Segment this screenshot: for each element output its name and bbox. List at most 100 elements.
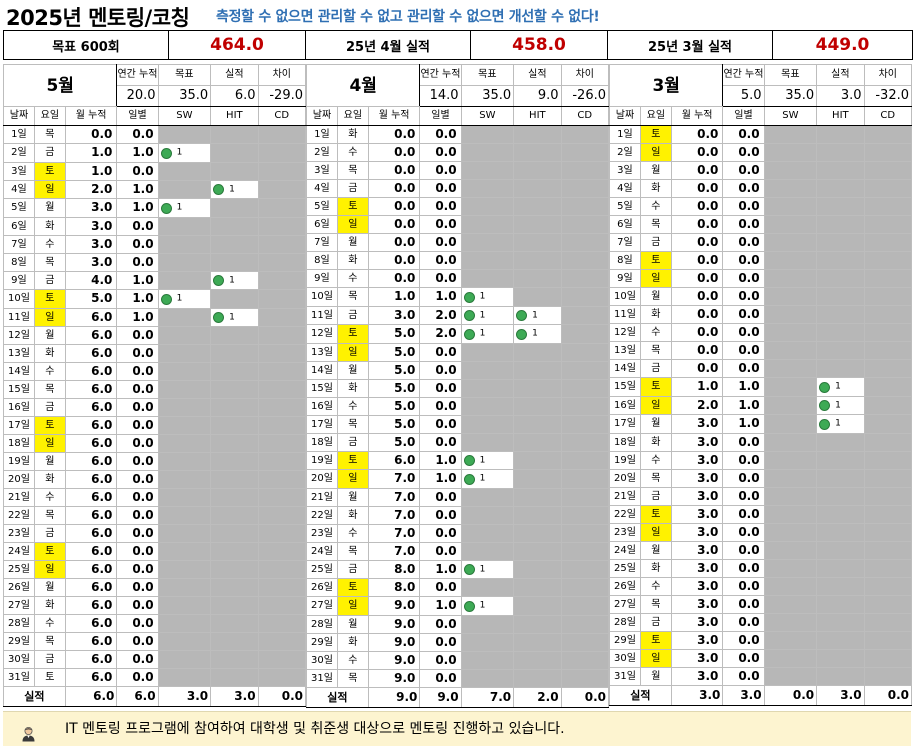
activity-cell-hit [210, 614, 259, 633]
column-header-dow: 요일 [639, 106, 672, 126]
activity-count: 1 [229, 275, 235, 285]
table-row: 11일 화 0.0 0.0 [609, 305, 913, 324]
stat-value-actual: 6.0 [210, 85, 259, 107]
day-date: 4일 [306, 179, 338, 198]
daily-count: 0.0 [419, 505, 462, 525]
monthly-cumulative: 0.0 [670, 305, 724, 324]
daily-count: 1.0 [116, 179, 159, 199]
daily-count: 0.0 [116, 668, 159, 687]
activity-cell-sw [157, 380, 212, 399]
daily-count: 1.0 [419, 469, 462, 489]
activity-cell-sw [460, 269, 515, 288]
activity-cell-sw [460, 614, 515, 634]
table-row: 9일 일 0.0 0.0 [609, 269, 913, 288]
activity-cell-sw [763, 305, 818, 324]
table-row: 19일 월 6.0 0.0 [3, 452, 307, 471]
monthly-cumulative: 0.0 [670, 251, 724, 270]
activity-cell-cd [863, 414, 913, 434]
activity-cell-cd [257, 650, 307, 669]
day-date: 26일 [306, 578, 338, 597]
day-date: 3일 [306, 161, 338, 180]
activity-dot-icon [160, 147, 172, 159]
activity-count: 1 [176, 202, 183, 213]
monthly-cumulative: 6.0 [64, 632, 118, 651]
activity-dot-icon [213, 275, 225, 286]
activity-cell-hit [513, 125, 562, 144]
monthly-cumulative: 9.0 [367, 596, 421, 616]
day-of-week: 금 [639, 612, 672, 632]
day-of-week: 토 [336, 197, 369, 216]
day-date: 8일 [609, 251, 641, 270]
monthly-cumulative: 0.0 [670, 341, 724, 360]
daily-count: 2.0 [419, 324, 462, 344]
activity-cell-hit [816, 450, 865, 470]
table-row: 12일 수 0.0 0.0 [609, 323, 913, 342]
day-of-week: 일 [33, 307, 66, 327]
month-table: 3월 연간 누적 목표 실적 차이 5.0 35.0 3.0 -32.0 날짜 요일 월 누적 일별 SW… [608, 64, 913, 706]
day-date: 7일 [609, 233, 641, 252]
daily-count: 0.0 [722, 486, 765, 506]
column-header-dow: 요일 [336, 106, 369, 126]
monthly-cumulative: 0.0 [367, 269, 421, 288]
activity-cell-sw [157, 524, 212, 543]
activity-cell-sw [460, 541, 515, 561]
activity-cell-cd [863, 359, 913, 378]
activity-cell-hit [513, 378, 562, 398]
day-of-week: 일 [639, 269, 672, 288]
monthly-cumulative: 5.0 [367, 342, 421, 362]
daily-count: 0.0 [116, 380, 159, 399]
activity-cell-hit [513, 505, 562, 525]
day-of-week: 화 [639, 179, 672, 198]
activity-dot-icon [463, 600, 475, 612]
month-name: 4월 [305, 64, 421, 107]
day-date: 29일 [609, 630, 641, 650]
activity-cell-sw [460, 161, 515, 180]
activity-dot-icon [463, 310, 475, 321]
total-label: 실적 [306, 686, 369, 708]
day-date: 15일 [306, 378, 338, 398]
activity-cell-cd [257, 506, 307, 525]
total-hit: 3.0 [210, 686, 259, 707]
table-row: 10일 목 1.0 1.0 1 [306, 287, 610, 307]
summary-value-goal: 464.0 [168, 30, 306, 60]
activity-cell-cd [863, 215, 913, 234]
activity-cell-sw: 1 [157, 289, 212, 309]
summary-value-march: 449.0 [772, 30, 913, 60]
activity-cell-sw [763, 269, 818, 288]
daily-count: 0.0 [116, 161, 159, 181]
activity-cell-hit: 1 [816, 414, 865, 434]
monthly-cumulative: 2.0 [64, 179, 118, 199]
activity-cell-sw [157, 125, 212, 144]
column-header-daily: 일별 [722, 106, 765, 126]
activity-cell-sw [763, 450, 818, 470]
stat-value-actual: 3.0 [816, 85, 865, 107]
daily-count: 0.0 [419, 378, 462, 398]
daily-count: 0.0 [722, 540, 765, 560]
total-cd: 0.0 [863, 684, 913, 706]
table-row: 22일 화 7.0 0.0 [306, 505, 610, 525]
daily-count: 0.0 [722, 161, 765, 180]
activity-cell-cd [560, 523, 610, 543]
monthly-cumulative: 7.0 [367, 469, 421, 489]
activity-cell-hit [210, 380, 259, 399]
table-row: 17일 목 5.0 0.0 [306, 414, 610, 434]
activity-cell-sw [157, 560, 212, 579]
total-cd: 0.0 [257, 686, 307, 707]
activity-dot-icon [213, 312, 225, 323]
table-row: 18일 일 6.0 0.0 [3, 434, 307, 453]
monthly-cumulative: 5.0 [64, 289, 118, 309]
monthly-cumulative: 6.0 [64, 614, 118, 633]
activity-cell-sw [157, 452, 212, 471]
daily-count: 1.0 [722, 414, 765, 434]
day-date: 29일 [3, 632, 35, 651]
day-date: 5일 [609, 197, 641, 216]
daily-count: 0.0 [419, 541, 462, 561]
daily-count: 0.0 [419, 432, 462, 452]
activity-cell-sw: 1 [460, 596, 515, 616]
day-of-week: 금 [639, 486, 672, 506]
table-row: 31일 월 3.0 0.0 [609, 666, 913, 686]
activity-cell-hit [513, 559, 562, 579]
activity-cell-hit [816, 161, 865, 180]
activity-cell-hit [513, 215, 562, 234]
activity-cell-cd [863, 666, 913, 686]
